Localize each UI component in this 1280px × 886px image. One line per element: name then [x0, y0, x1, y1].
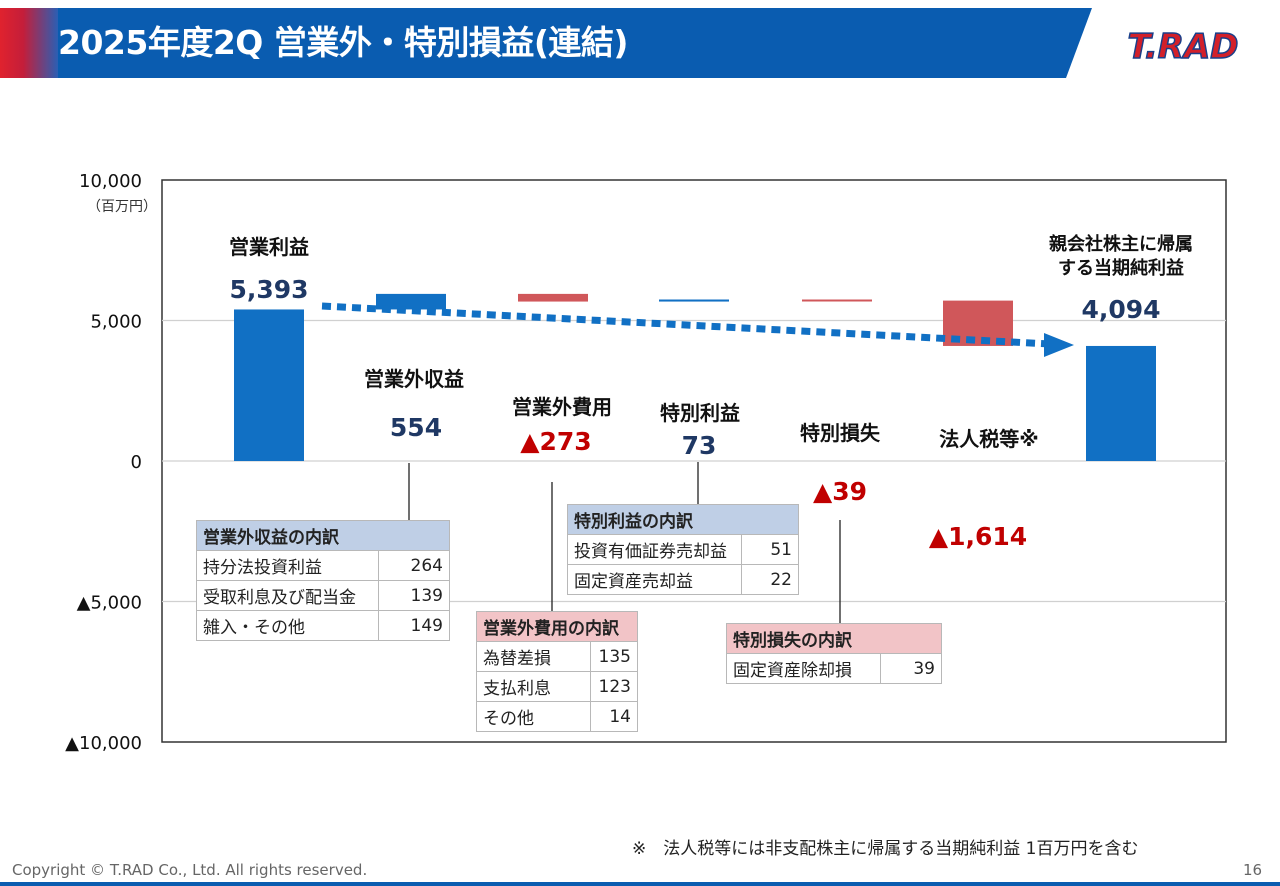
- table-cell: 受取利息及び配当金: [196, 580, 379, 611]
- y-tick-label: 5,000: [90, 312, 142, 333]
- y-tick-label: 0: [131, 452, 142, 473]
- bar-4: [802, 299, 872, 302]
- table-row: 為替差損 135: [476, 641, 638, 672]
- table-row: 受取利息及び配当金 139: [196, 580, 450, 611]
- table-cell: 51: [741, 534, 799, 565]
- value-label: 5,393: [229, 275, 308, 304]
- value-label: ▲273: [520, 427, 591, 456]
- table-row: 固定資産除却損 39: [726, 653, 942, 684]
- table-row: その他 14: [476, 701, 638, 732]
- table-cell: 39: [880, 653, 942, 684]
- bar-3: [659, 299, 729, 302]
- page-number: 16: [1243, 861, 1263, 879]
- table-cell: 支払利息: [476, 671, 591, 702]
- value-label: ▲1,614: [929, 522, 1027, 551]
- y-unit-label: （百万円）: [87, 199, 157, 215]
- table-header: 営業外収益の内訳: [196, 520, 450, 551]
- table-cell: 持分法投資利益: [196, 550, 379, 581]
- table-cell: 135: [590, 641, 638, 672]
- extra-loss-table: 特別損失の内訳 固定資産除却損 39: [726, 623, 942, 684]
- trend-arrowhead: [1044, 333, 1074, 357]
- table-row: 持分法投資利益 264: [196, 550, 450, 581]
- bar-1: [376, 293, 446, 310]
- bottom-rule: [0, 882, 1280, 886]
- table-row: 固定資産売却益 22: [567, 564, 799, 595]
- trad-logo: T.RAD: [1102, 26, 1264, 68]
- table-header: 特別利益の内訳: [567, 504, 799, 535]
- table-cell: 264: [378, 550, 450, 581]
- table-cell: 22: [741, 564, 799, 595]
- table-header: 営業外費用の内訳: [476, 611, 638, 642]
- category-label: 特別利益: [660, 401, 740, 425]
- y-tick-label: 10,000: [79, 171, 142, 192]
- table-cell: 為替差損: [476, 641, 591, 672]
- table-cell: 14: [590, 701, 638, 732]
- bar-2: [518, 293, 588, 302]
- table-cell: 123: [590, 671, 638, 702]
- page-title: 2025年度2Q 営業外・特別損益(連結): [58, 23, 629, 62]
- bar-0: [234, 309, 304, 461]
- category-label: 営業外収益: [364, 367, 464, 391]
- table-row: 投資有価証券売却益 51: [567, 534, 799, 565]
- category-label: 営業利益: [229, 235, 309, 259]
- title-bar: [0, 8, 1092, 78]
- value-label: 4,094: [1081, 295, 1160, 324]
- y-tick-label: ▲10,000: [65, 733, 142, 754]
- bar-6: [1086, 345, 1156, 461]
- table-cell: 139: [378, 580, 450, 611]
- table-row: 支払利息 123: [476, 671, 638, 702]
- value-label: 73: [682, 431, 717, 460]
- table-cell: その他: [476, 701, 591, 732]
- table-row: 雑入・その他 149: [196, 610, 450, 641]
- value-label: 554: [390, 413, 442, 442]
- table-cell: 固定資産除却損: [726, 653, 881, 684]
- table-cell: 投資有価証券売却益: [567, 534, 742, 565]
- y-tick-label: ▲5,000: [77, 593, 142, 614]
- logo-text: T.RAD: [1127, 27, 1238, 67]
- table-cell: 雑入・その他: [196, 610, 379, 641]
- nonop-income-table: 営業外収益の内訳 持分法投資利益 264 受取利息及び配当金 139 雑入・その他 1…: [196, 520, 450, 641]
- copyright: Copyright © T.RAD Co., Ltd. All rights r…: [12, 861, 368, 879]
- category-label: 特別損失: [800, 421, 881, 445]
- table-cell: 149: [378, 610, 450, 641]
- footnote: ※ 法人税等には非支配株主に帰属する当期純利益 1百万円を含む: [632, 839, 1139, 859]
- title-bar-accent: [0, 8, 58, 78]
- table-cell: 固定資産売却益: [567, 564, 742, 595]
- value-label: ▲39: [813, 477, 867, 506]
- category-label: 法人税等※: [939, 427, 1038, 451]
- table-header: 特別損失の内訳: [726, 623, 942, 654]
- extra-income-table: 特別利益の内訳 投資有価証券売却益 51 固定資産売却益 22: [567, 504, 799, 595]
- nonop-expense-table: 営業外費用の内訳 為替差損 135 支払利息 123 その他 14: [476, 611, 638, 732]
- category-label: 親会社株主に帰属する当期純利益: [1049, 233, 1193, 279]
- category-label: 営業外費用: [512, 395, 612, 419]
- trend-arrow-line: [321, 302, 1051, 348]
